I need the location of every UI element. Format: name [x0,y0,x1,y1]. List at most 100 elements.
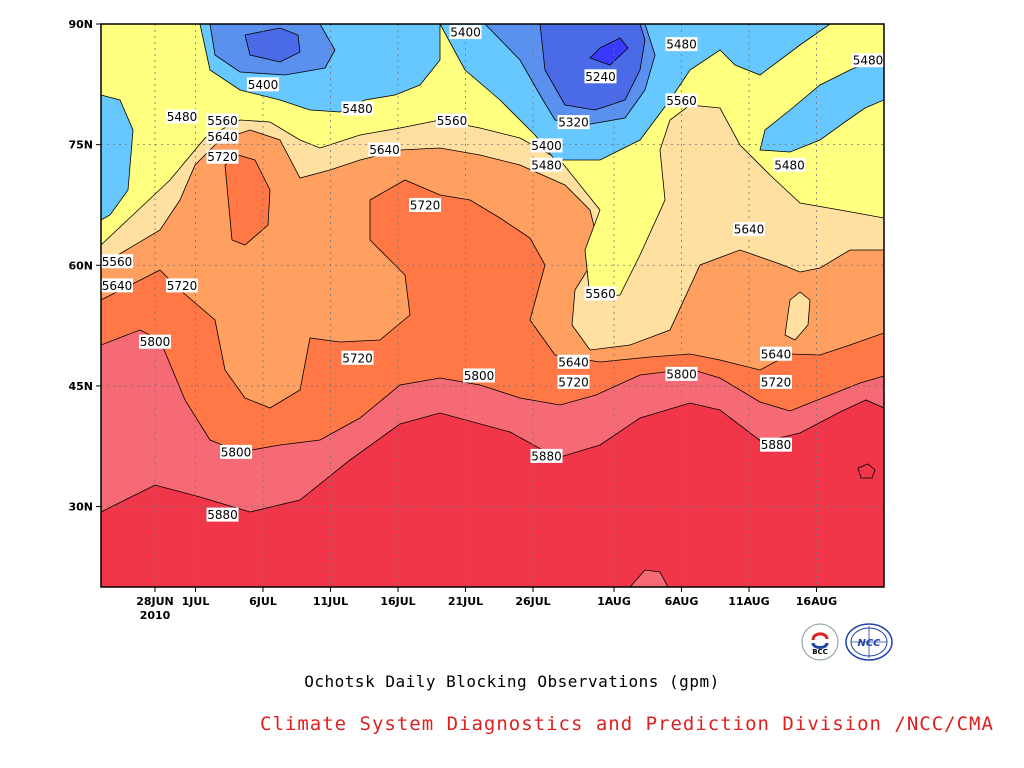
contour-label-bg [665,93,698,108]
x-tick-label: 11AUG [728,595,769,608]
contour-label-bg [166,109,198,124]
contour-label-text: 5560 [102,255,133,269]
contour-label: 5480 [665,37,698,52]
contour-label: 5800 [665,366,698,381]
contour-label-text: 5720 [410,198,441,212]
contour-label-bg [220,444,252,459]
contour-label-text: 5480 [531,158,562,172]
contour-label-text: 5400 [531,139,562,153]
y-tick-label: 45N [68,380,93,393]
band-5560-5640-cell [784,291,811,341]
contour-label-text: 5720 [207,150,238,164]
x-tick-label: 21JUL [448,595,483,608]
contour-label-text: 5720 [558,375,589,389]
contour-label: 5880 [760,437,792,452]
contour-label-bg [139,334,171,349]
contour-label-text: 5480 [853,54,884,68]
contour-label-bg [665,366,698,381]
x-tick-label: 6AUG [665,595,699,608]
y-tick-label: 30N [68,501,93,514]
contour-label-text: 5320 [558,116,589,130]
contour-label-bg [760,374,792,389]
plot-area [101,24,884,587]
contour-label: 5400 [247,77,279,92]
bcc-logo-text: BCC [812,648,828,656]
contour-label-bg [530,157,563,172]
contour-label: 5640 [101,278,133,293]
band-5240-5320 [244,24,646,111]
contour-label-text: 5880 [531,449,562,463]
contour-label: 5560 [436,113,468,128]
contour-label-text: 5720 [342,351,373,365]
contour-label-bg [557,354,590,369]
contour-label-bg [733,222,765,237]
contour-label-text: 5240 [585,70,616,84]
contour-label-text: 5800 [221,445,252,459]
contour-label-text: 5640 [369,143,400,157]
contour-label: 5480 [852,53,884,68]
band-above-5880-cell [857,463,876,479]
contour-label-text: 5560 [585,287,616,301]
contour-label-bg [368,142,401,157]
contour-label-bg [341,101,374,116]
contour-label: 5480 [341,101,374,116]
contour-label-bg [206,507,239,522]
contour-label: 5480 [530,157,563,172]
contour-label: 5400 [530,138,563,153]
contour-label-bg [206,113,239,128]
contour-label-bg [101,278,133,293]
contour-label: 5720 [166,278,198,293]
contour-label: 5560 [665,93,698,108]
contour-label-text: 5400 [450,26,481,40]
contour-label: 5640 [733,222,765,237]
band-5720-5800-cell [224,154,271,246]
x-tick-label: 16JUL [380,595,415,608]
contour-label-text: 5720 [761,375,792,389]
contour-label: 5560 [101,254,133,269]
x-tick-label: 1AUG [597,595,631,608]
y-axis: 90N 75N 60N 45N 30N [68,18,101,514]
contour-label-text: 5560 [207,114,238,128]
ncc-logo-text: NCC [857,638,881,649]
contour-label-text: 5640 [207,130,238,144]
contour-label-bg [449,25,482,40]
contour-label: 5400 [449,25,482,40]
contour-label-text: 5720 [167,279,198,293]
contour-label: 5720 [341,350,374,365]
contour-label-bg [436,113,468,128]
x-tick-label: 6JUL [249,595,277,608]
contour-label: 5720 [760,374,792,389]
contour-label-text: 5560 [666,94,697,108]
contour-label-text: 5800 [140,335,171,349]
ncc-logo-icon: NCC [845,623,893,661]
contour-label: 5640 [368,142,401,157]
contour-label-bg [760,346,792,361]
contour-label-text: 5640 [558,355,589,369]
contour-label-bg [760,437,792,452]
contour-labels: 5400 5480 5480 5400 5240 5480 5480 5560 5560 5320… [101,25,884,522]
contour-label-bg [773,157,806,172]
contour-label-text: 5880 [761,438,792,452]
contour-label-bg [463,368,495,383]
contour-label: 5880 [206,507,239,522]
contour-label-text: 5880 [207,508,238,522]
contour-label-text: 5640 [734,223,765,237]
chart-title: Ochotsk Daily Blocking Observations (gpm… [304,672,720,691]
contour-label-bg [101,254,133,269]
x-tick-label: 11JUL [313,595,348,608]
contour-label: 5880 [530,448,563,463]
contour-label: 5720 [206,149,239,164]
contour-label-bg [409,197,441,212]
contour-label-bg [584,69,617,84]
contour-label: 5480 [166,109,198,124]
contour-label-bg [341,350,374,365]
contour-label-text: 5560 [437,114,468,128]
contour-label: 5720 [409,197,441,212]
y-tick-label: 75N [68,139,93,152]
contour-label-bg [557,374,590,389]
contour-label-bg [166,278,198,293]
contour-label-text: 5480 [774,158,805,172]
contour-label: 5560 [206,113,239,128]
bcc-logo-icon: BCC [801,623,839,661]
